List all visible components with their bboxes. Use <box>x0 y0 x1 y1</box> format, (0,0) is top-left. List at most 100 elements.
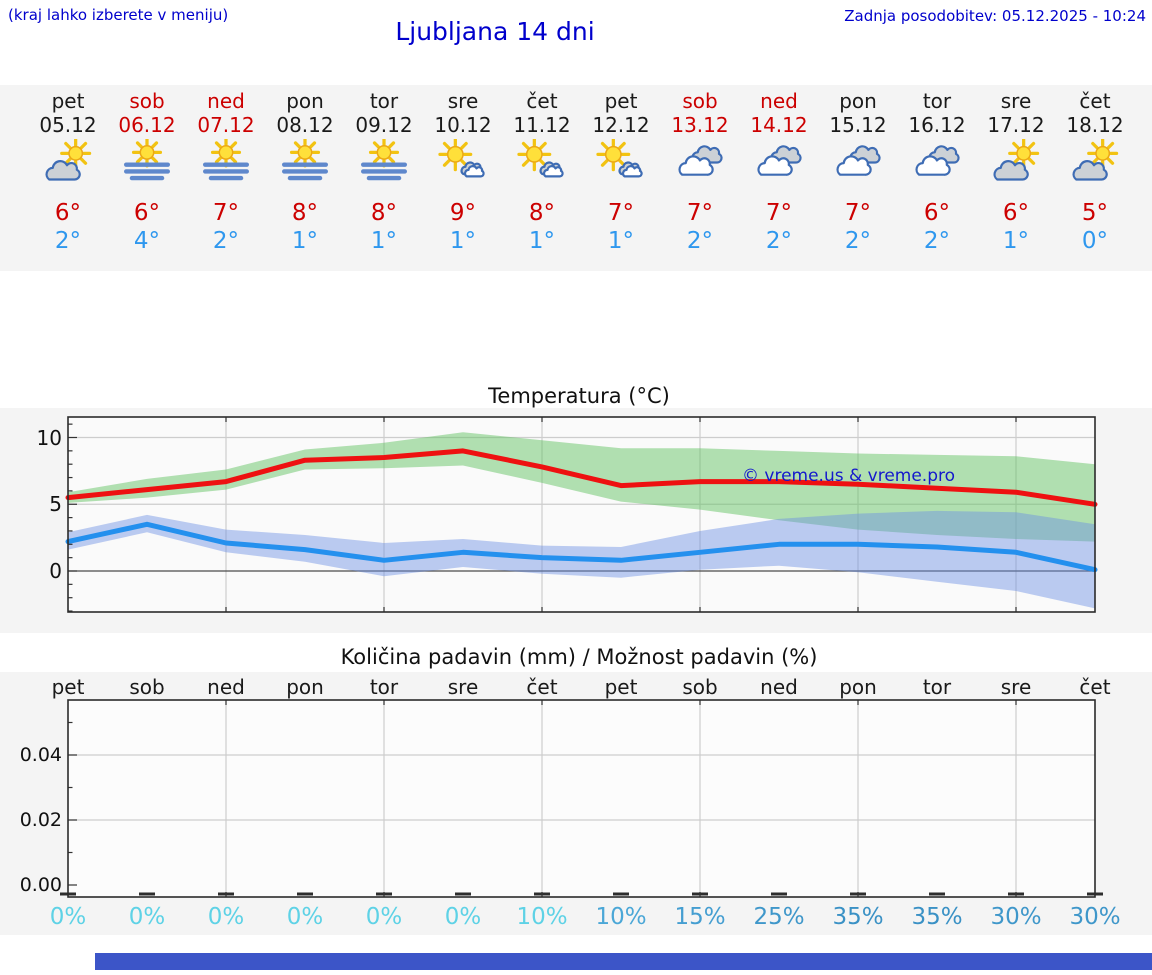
forecast-day: pet 05.12 6° 2° <box>29 85 108 271</box>
low-temp-label: 2° <box>765 228 793 254</box>
forecast-day: čet 11.12 8° 1° <box>503 85 582 271</box>
precip-day-label: tor <box>369 675 399 699</box>
footer-bar <box>95 953 1152 970</box>
sun-small-cloud-icon <box>582 137 661 187</box>
high-temp-label: 7° <box>686 200 714 226</box>
cloud-sun-icon <box>977 137 1056 187</box>
high-temp-label: 7° <box>212 200 240 226</box>
high-temp-label: 6° <box>54 200 82 226</box>
high-temp-label: 7° <box>765 200 793 226</box>
precip-ytick-label: 0.02 <box>19 809 62 831</box>
cloudy-icon <box>661 139 740 187</box>
precip-probability-label: 0% <box>49 904 87 930</box>
cloud-sun-icon <box>29 137 108 187</box>
day-name-label: pon <box>839 89 877 113</box>
fog-sun-icon <box>108 137 187 187</box>
low-temp-label: 2° <box>844 228 872 254</box>
forecast-day: sre 10.12 9° 1° <box>424 85 503 271</box>
forecast-day: sre 17.12 6° 1° <box>977 85 1056 271</box>
day-name-label: pet <box>604 89 638 113</box>
day-name-label: sre <box>1000 89 1032 113</box>
day-name-label: pon <box>286 89 324 113</box>
day-date-label: 13.12 <box>671 113 729 137</box>
high-temp-label: 9° <box>449 200 477 226</box>
forecast-day: sob 13.12 7° 2° <box>661 85 740 271</box>
low-temp-label: 4° <box>133 228 161 254</box>
precip-day-label: pon <box>286 675 324 699</box>
temp-ytick-label: 10 <box>36 425 62 450</box>
high-temp-label: 6° <box>133 200 161 226</box>
low-temp-label: 2° <box>686 228 714 254</box>
day-date-label: 08.12 <box>276 113 334 137</box>
day-date-label: 15.12 <box>829 113 887 137</box>
forecast-day: ned 07.12 7° 2° <box>187 85 266 271</box>
day-date-label: 06.12 <box>118 113 176 137</box>
precip-day-label: tor <box>922 675 952 699</box>
precip-day-label: sob <box>129 675 165 699</box>
low-temp-label: 2° <box>54 228 82 254</box>
low-temp-label: 2° <box>923 228 951 254</box>
precip-probability-label: 0% <box>207 904 245 930</box>
forecast-day: pon 08.12 8° 1° <box>266 85 345 271</box>
day-name-label: sob <box>129 89 165 113</box>
fog-sun-icon <box>345 137 424 187</box>
high-temp-label: 7° <box>607 200 635 226</box>
precip-ytick-label: 0.04 <box>19 744 62 766</box>
day-date-label: 11.12 <box>513 113 571 137</box>
day-date-label: 17.12 <box>987 113 1045 137</box>
forecast-day: pon 15.12 7° 2° <box>819 85 898 271</box>
day-name-label: tor <box>922 89 952 113</box>
sun-small-cloud-icon <box>503 137 582 187</box>
forecast-day: sob 06.12 6° 4° <box>108 85 187 271</box>
forecast-day: čet 18.12 5° 0° <box>1056 85 1135 271</box>
last-update-label: Zadnja posodobitev: 05.12.2025 - 10:24 <box>844 7 1146 25</box>
low-temp-label: 1° <box>291 228 319 254</box>
watermark-link[interactable]: © vreme.us & vreme.pro <box>742 466 956 486</box>
high-temp-label: 8° <box>291 200 319 226</box>
precip-probability-label: 30% <box>1069 904 1121 930</box>
low-temp-label: 1° <box>449 228 477 254</box>
precip-probability-label: 35% <box>911 904 963 930</box>
high-temp-label: 6° <box>923 200 951 226</box>
day-name-label: ned <box>207 89 245 113</box>
day-date-label: 14.12 <box>750 113 808 137</box>
precip-probability-label: 35% <box>832 904 884 930</box>
cloudy-icon <box>740 139 819 187</box>
precip-probability-label: 10% <box>595 904 647 930</box>
cloud-sun-icon <box>1056 137 1135 187</box>
temp-ytick-label: 0 <box>49 559 62 583</box>
precip-probability-label: 0% <box>286 904 324 930</box>
day-date-label: 16.12 <box>908 113 966 137</box>
cloudy-icon <box>898 139 977 187</box>
high-temp-label: 8° <box>528 200 556 226</box>
day-name-label: tor <box>369 89 399 113</box>
precip-probability-label: 15% <box>674 904 726 930</box>
day-date-label: 05.12 <box>39 113 97 137</box>
fog-sun-icon <box>266 137 345 187</box>
precip-probability-label: 0% <box>444 904 482 930</box>
precip-probability-label: 30% <box>990 904 1042 930</box>
fog-sun-icon <box>187 137 266 187</box>
low-temp-label: 0° <box>1081 228 1109 254</box>
day-date-label: 18.12 <box>1066 113 1124 137</box>
temp-ytick-label: 5 <box>49 492 62 517</box>
day-date-label: 10.12 <box>434 113 492 137</box>
day-name-label: čet <box>526 89 558 113</box>
precip-day-label: sre <box>1000 675 1032 699</box>
low-temp-label: 2° <box>212 228 240 254</box>
precip-day-label: sob <box>682 675 718 699</box>
precip-probability-label: 10% <box>516 904 568 930</box>
high-temp-label: 7° <box>844 200 872 226</box>
forecast-day: tor 16.12 6° 2° <box>898 85 977 271</box>
day-name-label: sre <box>447 89 479 113</box>
forecast-day: pet 12.12 7° 1° <box>582 85 661 271</box>
temperature-chart-title: Temperatura (°C) <box>488 384 670 408</box>
precipitation-chart-panel <box>0 672 1152 935</box>
day-name-label: sob <box>682 89 718 113</box>
low-temp-label: 1° <box>370 228 398 254</box>
temperature-chart-panel <box>0 408 1152 633</box>
precip-day-label: pet <box>604 675 638 699</box>
precip-day-label: čet <box>526 675 558 699</box>
high-temp-label: 6° <box>1002 200 1030 226</box>
day-date-label: 09.12 <box>355 113 413 137</box>
